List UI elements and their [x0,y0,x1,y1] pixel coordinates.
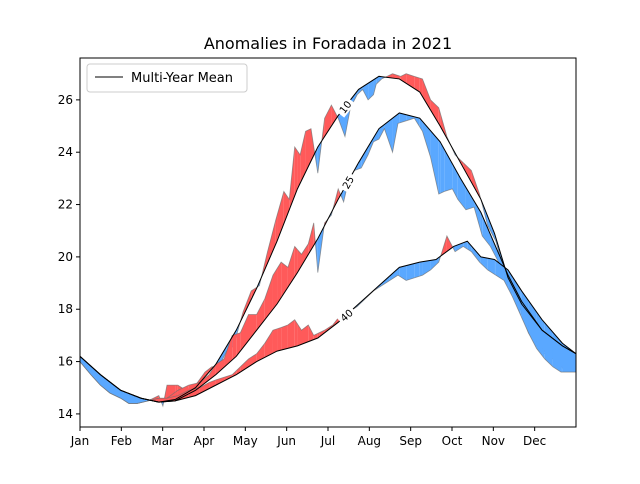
anomaly-above-10-30 [284,191,289,223]
x-tick-label-mar: Mar [151,434,174,448]
x-tick-label-oct: Oct [442,434,463,448]
anomaly-below-40-52 [420,262,423,276]
y-tick-label-22: 22 [58,198,73,212]
anomaly-above-25-19 [232,334,236,360]
anomaly-below-40-64 [481,257,488,270]
anomaly-below-25-55 [439,140,440,194]
y-tick-label-16: 16 [58,355,73,369]
anomaly-below-40-51 [414,262,419,278]
x-tick-label-sep: Sep [399,434,422,448]
x-tick-label-feb: Feb [111,434,132,448]
anomaly-above-40-27 [281,325,288,350]
anomaly-below-40-0 [80,356,91,374]
anomaly-below-40-75 [542,320,545,359]
x-tick-label-nov: Nov [482,434,505,448]
x-tick-label-apr: Apr [194,434,215,448]
y-tick-label-26: 26 [58,93,73,107]
anomaly-above-10-58 [422,79,430,110]
y-tick-label-18: 18 [58,302,73,316]
anomaly-below-40-77 [553,332,561,372]
y-tick-label-20: 20 [58,250,73,264]
anomaly-above-25-20 [236,333,240,357]
anomaly-above-10-27 [268,220,276,263]
anomaly-above-40-26 [277,328,281,352]
x-tick-label-aug: Aug [358,434,381,448]
anomaly-below-25-56 [440,142,444,194]
anomaly-above-25-31 [302,244,309,266]
anomaly-above-10-34 [300,131,305,183]
anomaly-above-25-24 [265,275,273,319]
anomaly-below-25-48 [398,113,399,123]
chart-title: Anomalies in Foradada in 2021 [204,34,452,53]
y-tick-label-14: 14 [58,407,73,421]
anomaly-below-40-2 [100,375,110,393]
anomaly-above-40-25 [273,329,277,353]
mean-line-40 [80,241,576,402]
anomaly-above-10-32 [295,147,298,196]
x-tick-label-jul: Jul [320,434,335,448]
anomaly-below-40-66 [494,260,495,276]
legend: Multi-Year Mean [87,64,247,92]
x-tick-label-jan: Jan [70,434,90,448]
curve-label-25: 25 [338,171,358,193]
x-tick-label-dec: Dec [523,434,546,448]
anomaly-above-25-22 [249,314,257,340]
anomaly-above-10-56 [414,76,419,92]
y-tick-label-24: 24 [58,145,73,159]
anomaly-below-40-54 [431,260,436,270]
x-tick-label-may: May [233,434,258,448]
anomaly-below-40-1 [91,366,101,385]
legend-mean-label: Multi-Year Mean [131,71,233,86]
anomaly-above-25-29 [295,246,298,276]
anomaly-above-40-22 [249,354,257,367]
x-tick-label-jun: Jun [276,434,296,448]
